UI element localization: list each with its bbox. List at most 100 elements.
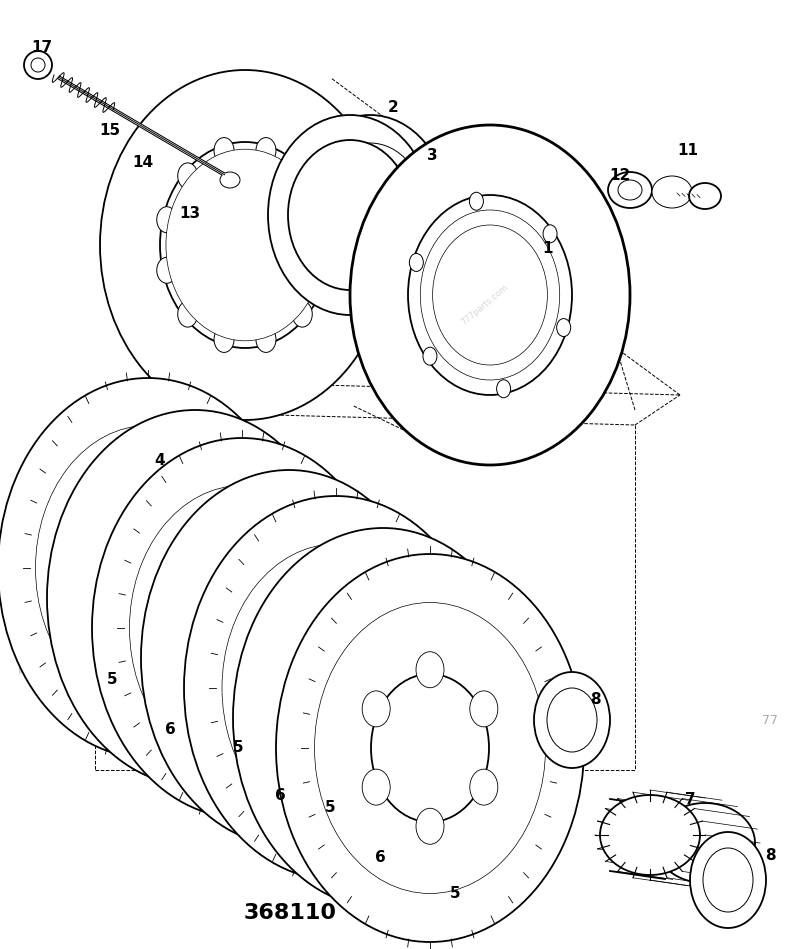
Ellipse shape: [279, 616, 393, 760]
Ellipse shape: [242, 690, 264, 718]
Text: 5: 5: [325, 801, 335, 815]
Ellipse shape: [534, 672, 610, 768]
Ellipse shape: [148, 630, 170, 658]
Ellipse shape: [92, 438, 392, 818]
Ellipse shape: [186, 173, 305, 317]
Ellipse shape: [314, 207, 334, 233]
Ellipse shape: [166, 149, 324, 341]
Ellipse shape: [256, 138, 276, 163]
Text: 2: 2: [388, 100, 398, 115]
Text: 777parts.com: 777parts.com: [460, 283, 510, 327]
Text: 5: 5: [106, 673, 118, 687]
Text: 5: 5: [233, 739, 243, 754]
Ellipse shape: [314, 257, 334, 284]
Ellipse shape: [100, 70, 390, 420]
Ellipse shape: [228, 685, 256, 721]
Ellipse shape: [279, 647, 307, 683]
Ellipse shape: [409, 751, 431, 779]
Ellipse shape: [35, 425, 261, 711]
Ellipse shape: [292, 163, 312, 189]
Text: 17: 17: [31, 40, 53, 54]
Ellipse shape: [228, 534, 256, 570]
Text: 7: 7: [685, 792, 695, 808]
Ellipse shape: [157, 207, 177, 233]
Text: 77: 77: [762, 714, 778, 727]
Ellipse shape: [214, 138, 234, 163]
Ellipse shape: [186, 587, 214, 623]
Ellipse shape: [410, 253, 423, 271]
Ellipse shape: [470, 691, 498, 727]
Ellipse shape: [222, 544, 450, 832]
Ellipse shape: [0, 378, 298, 758]
Ellipse shape: [543, 225, 557, 243]
Ellipse shape: [689, 183, 721, 209]
Text: 8: 8: [765, 847, 775, 863]
Ellipse shape: [236, 590, 342, 726]
Ellipse shape: [270, 632, 298, 667]
Ellipse shape: [177, 647, 205, 683]
Ellipse shape: [314, 598, 336, 626]
Text: 12: 12: [610, 168, 630, 182]
Ellipse shape: [82, 587, 110, 623]
Ellipse shape: [420, 210, 560, 380]
Ellipse shape: [314, 630, 452, 806]
Ellipse shape: [423, 347, 437, 365]
Ellipse shape: [160, 142, 330, 348]
Ellipse shape: [335, 751, 357, 779]
Ellipse shape: [187, 558, 297, 698]
Ellipse shape: [220, 538, 242, 566]
Ellipse shape: [652, 176, 692, 208]
Ellipse shape: [233, 528, 533, 908]
Text: 15: 15: [99, 122, 121, 138]
Ellipse shape: [408, 195, 572, 395]
Ellipse shape: [134, 625, 162, 661]
Text: 6: 6: [165, 722, 175, 737]
Ellipse shape: [178, 163, 198, 189]
Ellipse shape: [409, 658, 431, 685]
Ellipse shape: [655, 803, 755, 883]
Ellipse shape: [433, 225, 547, 365]
Text: 14: 14: [133, 155, 154, 170]
Ellipse shape: [24, 51, 52, 79]
Ellipse shape: [322, 747, 350, 783]
Ellipse shape: [268, 115, 432, 315]
Ellipse shape: [608, 172, 652, 208]
Ellipse shape: [362, 691, 390, 727]
Text: 1: 1: [542, 240, 554, 255]
Text: 6: 6: [274, 788, 286, 803]
Text: 368110: 368110: [243, 903, 337, 923]
Ellipse shape: [129, 513, 262, 683]
Ellipse shape: [547, 688, 597, 752]
Ellipse shape: [157, 257, 177, 284]
Ellipse shape: [31, 58, 45, 72]
Text: 4: 4: [154, 453, 166, 468]
Ellipse shape: [374, 708, 402, 744]
Ellipse shape: [328, 648, 438, 788]
Ellipse shape: [214, 326, 234, 352]
Ellipse shape: [186, 512, 214, 549]
Text: 8: 8: [590, 693, 600, 708]
Ellipse shape: [322, 593, 350, 629]
Ellipse shape: [177, 572, 205, 608]
Ellipse shape: [148, 538, 170, 566]
Ellipse shape: [178, 301, 198, 327]
Ellipse shape: [350, 125, 630, 465]
Ellipse shape: [497, 380, 510, 398]
Ellipse shape: [93, 498, 203, 638]
Ellipse shape: [82, 512, 110, 549]
Ellipse shape: [276, 554, 584, 942]
Ellipse shape: [371, 674, 489, 822]
Ellipse shape: [47, 410, 343, 786]
Ellipse shape: [314, 690, 336, 718]
Ellipse shape: [184, 496, 488, 880]
Text: 777parts.com: 777parts.com: [201, 574, 259, 625]
Ellipse shape: [288, 140, 412, 290]
Ellipse shape: [279, 572, 307, 608]
Text: 13: 13: [179, 206, 201, 220]
Ellipse shape: [557, 319, 570, 337]
Ellipse shape: [220, 630, 242, 658]
Text: 6: 6: [374, 849, 386, 865]
Ellipse shape: [130, 486, 354, 771]
Ellipse shape: [256, 326, 276, 352]
Ellipse shape: [314, 603, 546, 894]
